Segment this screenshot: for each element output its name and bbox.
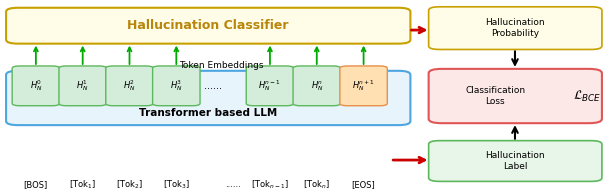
Text: $\mathcal{L}_{BCE}$: $\mathcal{L}_{BCE}$ [573, 88, 601, 104]
Text: Hallucination
Probability: Hallucination Probability [485, 18, 545, 38]
Text: $H_N^{n+1}$: $H_N^{n+1}$ [352, 78, 375, 93]
Text: [BOS]: [BOS] [24, 180, 48, 189]
Text: $H_N^{n-1}$: $H_N^{n-1}$ [258, 78, 282, 93]
FancyBboxPatch shape [429, 69, 602, 123]
Text: $H_N^0$: $H_N^0$ [30, 78, 42, 93]
FancyBboxPatch shape [153, 66, 200, 106]
Text: Token Embeddings: Token Embeddings [179, 61, 264, 70]
Text: Hallucination Classifier: Hallucination Classifier [128, 19, 289, 32]
Text: [Tok$_2$]: [Tok$_2$] [116, 178, 143, 191]
Text: $H_N^2$: $H_N^2$ [123, 78, 136, 93]
Text: [Tok$_1$]: [Tok$_1$] [69, 178, 96, 191]
FancyBboxPatch shape [429, 7, 602, 49]
Text: $H_N^n$: $H_N^n$ [311, 79, 323, 93]
FancyBboxPatch shape [246, 66, 294, 106]
FancyBboxPatch shape [6, 8, 410, 44]
Text: [Tok$_n$]: [Tok$_n$] [303, 178, 330, 191]
Text: [Tok$_{n-1}$]: [Tok$_{n-1}$] [251, 178, 289, 191]
Text: Hallucination
Label: Hallucination Label [485, 151, 545, 171]
FancyBboxPatch shape [293, 66, 340, 106]
Text: ......: ...... [204, 81, 222, 91]
Text: $H_N^3$: $H_N^3$ [170, 78, 182, 93]
FancyBboxPatch shape [106, 66, 153, 106]
FancyBboxPatch shape [429, 141, 602, 181]
Text: Transformer based LLM: Transformer based LLM [139, 108, 277, 119]
Text: ......: ...... [226, 180, 241, 189]
Text: Classification
Loss: Classification Loss [465, 86, 525, 106]
FancyBboxPatch shape [12, 66, 60, 106]
Text: [EOS]: [EOS] [351, 180, 376, 189]
FancyBboxPatch shape [59, 66, 106, 106]
FancyBboxPatch shape [6, 71, 410, 125]
Text: $H_N^1$: $H_N^1$ [77, 78, 89, 93]
Text: [Tok$_3$]: [Tok$_3$] [163, 178, 190, 191]
FancyBboxPatch shape [340, 66, 387, 106]
